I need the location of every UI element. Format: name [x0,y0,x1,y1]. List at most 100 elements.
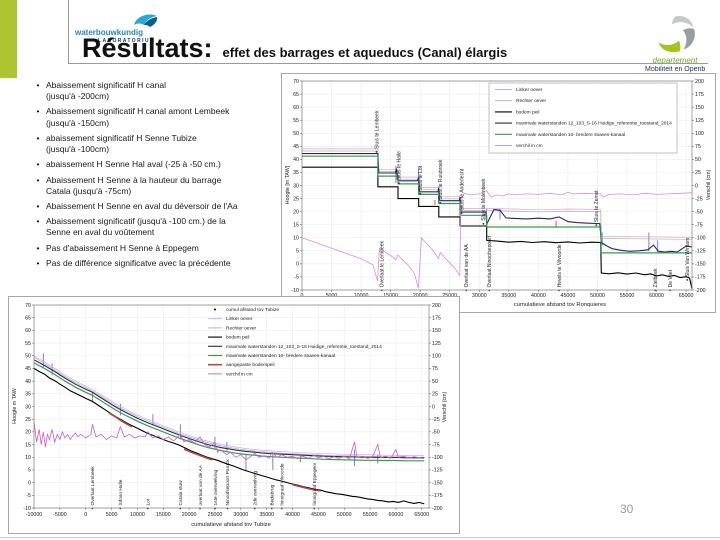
y-right-tick-label: -75 [432,442,440,448]
annotation-label: Lot [146,498,152,505]
y-left-tick-label: 10 [25,455,31,461]
bullet-text: Abaissement H Senne en aval du déversoir… [46,200,238,211]
y-left-tick-label: 5 [296,249,299,255]
annotation-label: Overlaat te Lembeek [380,240,386,287]
y-right-tick-label: -100 [695,236,706,242]
legend-label: cumul afstand tov Tubize [226,307,279,313]
y-right-tick-label: -125 [695,249,706,255]
series-line-6 [183,448,213,461]
y-right-axis-title: Verschil (cm) [442,391,448,422]
bullet-text: abaissement H Senne Hal aval (-25 à -50 … [46,159,221,170]
y-left-tick-label: 30 [293,183,299,189]
bullet-marker: • [36,257,40,268]
y-right-tick-label: 0 [432,404,435,410]
x-tick-label: 10000 [130,512,145,518]
bullet-item: • Abaissement significatif H canal amont … [30,106,282,128]
y-right-tick-label: 200 [432,303,441,309]
x-tick-label: 60000 [649,293,664,299]
y-right-tick-label: 75 [432,366,438,372]
annotation-label: Ninoofsepoort Paruck [225,459,231,506]
y-left-tick-label: 30 [25,404,31,410]
bullet-item: • Abaissement H Senne en aval du déversoi… [30,201,282,212]
y-left-tick-label: 65 [293,92,299,98]
header-horizontal-rule [68,63,708,64]
y-right-tick-label: -150 [695,262,706,268]
y-right-tick-label: 25 [432,392,438,398]
legend-label: Rechter oever [516,98,547,104]
y-left-tick-label: 25 [293,196,299,202]
annotation-label: Overlaat van de AA [464,244,470,288]
plot-area: Overlaat Lembeek Sifoon Halle Lot Catala st… [33,304,429,510]
annotation-marker [419,192,422,195]
logo-text-waterbouwkundig: waterbouwkundig [75,28,143,37]
y-right-tick-label: 125 [432,341,441,347]
y-right-tick-label: -150 [432,480,443,486]
bullet-marker: • [36,106,40,117]
annotation-marker [439,202,442,204]
series-line-0 [302,148,693,238]
series-line-5 [301,190,693,289]
legend-label: verchil in cm [516,143,543,149]
bullet-text: Pas d'abaissement H Senne à Eppegem [46,242,199,253]
bullet-text: Pas de différence significatve avec la p… [46,257,231,268]
y-right-tick-label: -25 [432,417,440,423]
x-tick-label: 35000 [501,293,516,299]
y-left-axis-title: Hoogte [m TAW] [285,165,291,204]
x-tick-label: 65000 [414,512,429,518]
chart-senne-profile: Overlaat Lembeek Sifoon Halle Lot Catala st… [8,296,460,534]
y-left-tick-label: 45 [293,144,299,150]
bullet-item: • abaissement significatif H Senne Tubize… [30,133,282,155]
bullet-item: • Pas de différence significatve avec la … [30,258,282,269]
legend-box [488,82,678,154]
annotation-label: limnigraaf Eppegem [312,463,318,506]
y-right-tick-label: 150 [432,328,441,334]
x-tick-label: 40000 [531,293,546,299]
y-left-tick-label: 55 [293,118,299,124]
bullet-marker: • [36,200,40,211]
x-tick-label: 50000 [590,293,605,299]
y-right-tick-label: 200 [695,79,704,85]
series-line-1 [33,355,425,457]
annotation-label: Sluis te Halle [397,151,403,180]
chart-canal-profile: Sluis te Lembeek Overlaat te Lembeek Sluis… [281,73,716,313]
x-tick-label: 5000 [106,512,118,518]
y-left-tick-label: 0 [28,480,31,486]
departement-logo: departement Mobiliteit en Openbare Werke… [645,12,705,73]
y-left-tick-label: 0 [296,262,299,268]
bullet-text: abaissement significatif H Senne Tubize … [46,132,197,155]
footer-rule [0,537,720,538]
series-line-4 [302,155,692,254]
y-left-tick-label: 60 [293,105,299,111]
y-left-tick-label: 50 [25,354,31,360]
annotation-label: overlaat van de AA [198,464,204,505]
y-right-tick-label: 25 [695,170,701,176]
y-left-tick-label: 40 [293,157,299,163]
y-left-tick-label: -5 [26,493,31,499]
annotation-label: Zielbeek [653,268,659,287]
bullet-marker: • [36,132,40,143]
annotation-label: Budabrug [270,484,276,505]
bullet-text: Abaissement significatif H canal amont L… [46,106,230,128]
x-tick-label: 40000 [285,512,300,518]
x-tick-label: 20000 [182,512,197,518]
series-line-1 [302,150,693,240]
title-subtitle: effet des barrages et aqueducs (Canal) é… [222,45,508,60]
legend-label: maximale waterstanden 12_103_S-16 Huidig… [226,344,382,350]
departement-swirl-icon [658,16,695,53]
departement-sublabel: Mobiliteit en Openbare Werken [645,66,705,73]
annotation-label: De Vliet [668,269,674,287]
y-left-tick-label: 50 [293,131,299,137]
y-left-tick-label: 35 [293,170,299,176]
green-accent-bar [0,0,17,78]
series-line-6 [108,412,133,428]
y-left-tick-label: 25 [25,417,31,423]
y-right-tick-label: -175 [432,493,443,499]
x-tick-label: 45000 [561,293,576,299]
legend-label: Rechter oever [226,325,257,331]
x-tick-label: 0 [84,512,87,518]
legend-label: maximale waterstanden 10- bredere stuwen… [226,353,335,359]
y-right-tick-label: 50 [695,157,701,163]
annotation-label: Hevels te Vilvoorde [557,244,563,287]
y-right-tick-label: 100 [695,131,704,137]
